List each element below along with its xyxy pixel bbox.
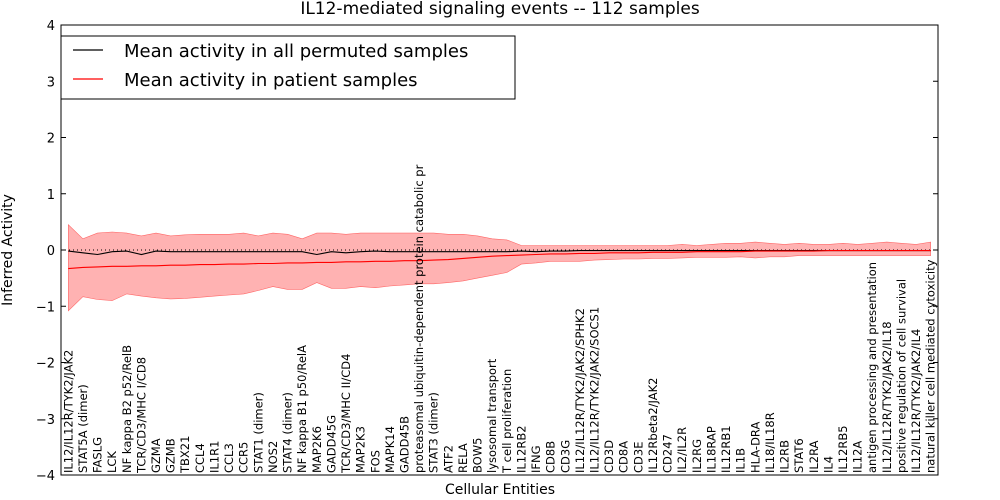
category-label: IL12/IL12R/TYK2/JAK2/SOCS1 [588,307,602,473]
category-label: IL12/IL12R/TYK2/JAK2 [61,350,75,473]
category-label: IL18RAP [704,426,718,473]
category-label: GADD45G [324,415,338,473]
category-label: ATF2 [441,445,455,473]
category-label: IL12Rbeta2/JAK2 [646,378,660,473]
y-tick-label: 2 [47,132,55,147]
category-label: NOS2 [266,441,280,473]
y-tick-label: 1 [47,188,55,203]
category-label: STAT5A (dimer) [76,384,90,473]
category-label: GZMA [149,438,163,473]
legend-label-patient: Mean activity in patient samples [124,70,418,91]
category-label: STAT3 (dimer) [427,392,441,473]
category-label: TCR/CD3/MHC II/CD4 [339,354,353,474]
category-label: STAT1 (dimer) [251,392,265,473]
category-label: T cell proliferation [500,369,514,474]
category-label: CCR5 [237,442,251,473]
category-label: IL12/IL12R/TYK2/JAK2/SPHK2 [573,308,587,473]
category-label: MAPK14 [383,426,397,473]
category-label: IFNG [529,445,543,473]
category-label: GADD45B [398,416,412,473]
category-label: STAT4 (dimer) [281,392,295,473]
category-label: CD8A [617,441,631,473]
category-label: lysosomal transport [485,358,499,473]
category-label: IL12RB5 [836,425,850,473]
category-label: IL2/IL2R [675,427,689,473]
category-label: IL1B [734,448,748,473]
category-label: IL1R1 [208,441,222,473]
category-label: TBX21 [178,436,192,474]
legend: Mean activity in all permuted samples Me… [60,35,516,100]
y-tick-label: 0 [47,244,55,259]
category-label: IL2RA [807,440,821,473]
category-label: IL12RB2 [514,425,528,473]
category-label: GZMB [164,438,178,473]
category-label: MAP2K3 [354,426,368,473]
x-axis-title: Cellular Entities [445,482,555,498]
y-tick-label: 4 [47,19,55,34]
category-label: CD3E [631,442,645,473]
category-label: IL4 [821,456,835,473]
category-label: FASLG [91,437,105,473]
patient-spread-band [68,223,931,312]
category-label: IL12A [851,441,865,473]
category-label: natural killer cell mediated cytoxicity [924,259,938,473]
category-label: proteasomal ubiquitin-dependent protein … [412,164,426,473]
category-label: CD247 [661,434,675,473]
category-label: RELA [456,443,470,473]
category-label: CD8B [544,441,558,473]
category-label: MAP2K6 [310,426,324,473]
y-axis-title: Inferred Activity [0,194,16,306]
y-tick-label: −4 [36,469,55,484]
category-label: CCL3 [222,443,236,473]
y-tick-label: −2 [36,357,55,372]
category-label: STAT6 [792,438,806,473]
category-label: CCL4 [193,443,207,473]
category-label: CD3G [558,440,572,473]
category-label: antigen processing and presentation [865,262,879,473]
y-tick-label: −1 [36,300,55,315]
y-tick-label: 3 [47,75,55,90]
y-tick-label: −3 [36,413,55,428]
category-label: BOW5 [471,438,485,473]
category-label: TCR/CD3/MHC I/CD8 [134,357,148,474]
chart-title: IL12-mediated signaling events -- 112 sa… [300,0,700,19]
category-label: LCK [105,451,119,473]
category-label: CD3D [602,440,616,473]
category-label: NF kappa B1 p50/RelA [295,345,309,473]
legend-label-permuted: Mean activity in all permuted samples [124,41,468,62]
category-label: IL2RB [778,440,792,473]
category-label: NF kappa B2 p52/RelB [120,345,134,473]
legend-box [60,35,516,100]
series-line-patient [68,250,931,270]
category-label: IL12/IL12R/TYK2/JAK2/IL18 [880,321,894,473]
category-label: FOS [368,450,382,473]
category-label: IL12/IL12R/TYK2/JAK2/IL4 [909,329,923,473]
category-label: IL12RB1 [719,425,733,473]
category-label: IL18/IL18R [763,412,777,473]
category-label: HLA-DRA [748,422,762,473]
category-label: positive regulation of cell survival [895,279,909,473]
category-label: IL2RG [690,439,704,473]
